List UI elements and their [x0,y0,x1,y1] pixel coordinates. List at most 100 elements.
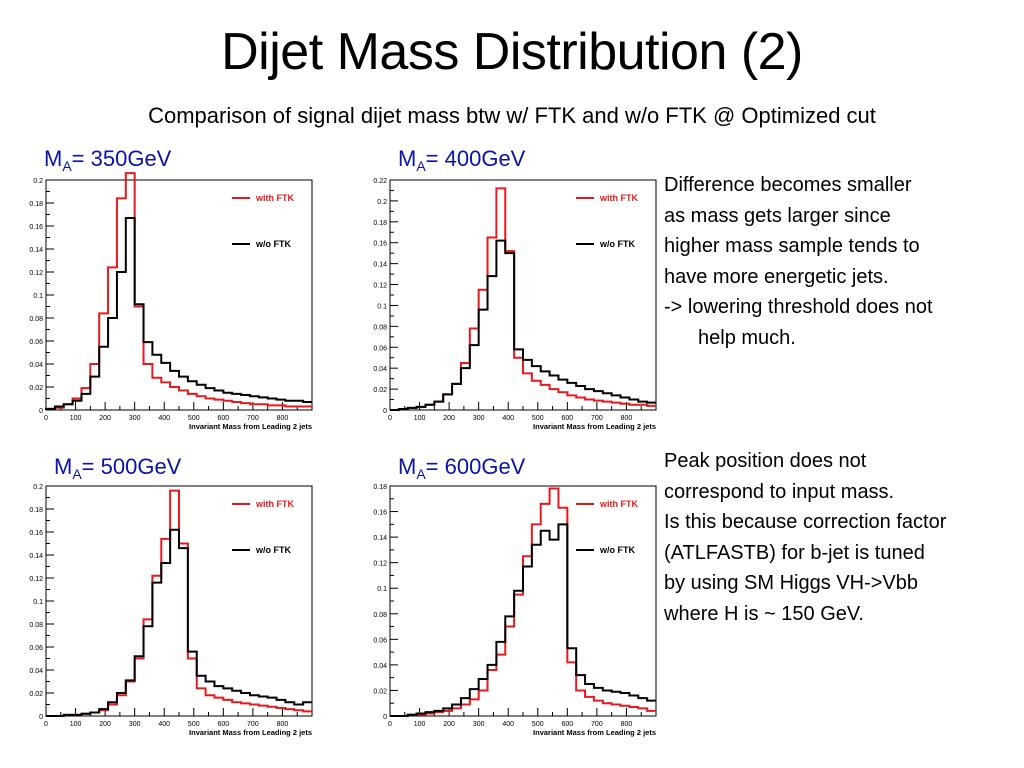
y-tick-label: 0.12 [373,283,387,290]
histogram-series-without-ftk [45,216,312,410]
x-tick-label: 700 [591,721,603,728]
note-line: have more energetic jets. [664,265,889,288]
y-tick-label: 0.22 [373,178,387,185]
x-tick-label: 100 [70,415,82,422]
x-tick-label: 500 [188,721,200,728]
x-tick-label: 100 [414,415,426,422]
y-tick-label: 0.16 [373,241,387,248]
y-tick-label: 0.18 [29,507,43,514]
x-tick-label: 600 [561,415,573,422]
notes-block-2: Peak position does not correspond to inp… [664,446,946,629]
y-tick-label: 0.2 [33,484,43,491]
note-line: by using SM Higgs VH->Vbb [664,572,919,594]
x-axis-label: Invariant Mass from Leading 2 jets [533,422,656,431]
y-tick-label: 0.04 [373,366,387,373]
y-tick-label: 0.14 [29,553,43,560]
legend-label: w/o FTK [255,239,291,249]
note-line: help much. [698,326,796,349]
y-tick-label: 0.18 [29,201,43,208]
y-tick-label: 0.14 [373,535,387,542]
y-tick-label: 0.12 [29,576,43,583]
note-line: Peak position does not [664,450,867,472]
histogram-chart-350: 0 0.02 0.04 0.06 0.08 0.1 0.12 0.14 0.16 0.18 0.2 0… [29,172,313,431]
note-line: where H is ~ 150 GeV. [664,602,864,625]
plot-title-prefix: M [54,454,73,479]
y-tick-label: 0.04 [373,663,387,670]
page-title: Dijet Mass Distribution (2) [221,23,803,81]
x-tick-label: 0 [44,721,48,728]
note-line: -> lowering threshold does not [664,296,933,318]
y-tick-label: 0.18 [373,220,387,227]
plot-frame [389,179,657,411]
x-tick-label: 400 [158,415,170,422]
y-tick-label: 0.08 [373,612,387,619]
x-tick-label: 600 [217,415,229,422]
x-tick-label: 700 [247,415,259,422]
x-tick-label: 800 [621,721,633,728]
x-axis-label: Invariant Mass from Leading 2 jets [533,728,656,737]
histogram-series-without-ftk [46,528,312,717]
x-tick-label: 600 [561,721,573,728]
x-tick-label: 200 [99,415,111,422]
y-tick-label: 0.16 [29,224,43,231]
x-tick-label: 400 [502,415,514,422]
y-tick-label: 0.2 [33,178,43,185]
note-line: Is this because correction factor [664,511,947,533]
plot-title-prefix: M [398,146,417,171]
y-tick-label: 0.1 [33,599,43,606]
y-tick-label: 0.08 [29,316,43,323]
plot-title-subscript: A [62,158,72,174]
y-tick-label: 0.02 [29,691,43,698]
histogram-series-with-ftk [45,172,312,410]
plot-title-suffix: = 500GeV [81,454,182,479]
y-tick-label: 0.06 [29,645,43,652]
x-tick-label: 300 [473,415,485,422]
y-tick-label: 0.02 [373,387,387,394]
plot-title-400: MA= 400GeV [398,146,525,174]
plot-title-subscript: A [416,158,426,174]
plot-title-subscript: A [416,466,426,482]
legend-label: with FTK [599,193,638,203]
y-tick-label: 0 [383,714,387,721]
legend-label: with FTK [599,499,638,509]
x-tick-label: 200 [443,415,455,422]
x-tick-label: 0 [388,721,392,728]
legend-label: with FTK [255,499,294,509]
y-tick-label: 0.2 [377,199,387,206]
x-tick-label: 200 [99,721,111,728]
x-tick-label: 500 [188,415,200,422]
y-tick-label: 0.12 [373,561,387,568]
note-line: Difference becomes smaller [664,174,912,196]
y-tick-label: 0.16 [29,530,43,537]
x-tick-label: 300 [129,415,141,422]
y-tick-label: 0.08 [373,324,387,331]
y-tick-label: 0.16 [373,510,387,517]
y-tick-label: 0 [383,408,387,415]
histogram-series-without-ftk [390,239,656,411]
plot-title-prefix: M [44,146,63,171]
x-tick-label: 0 [388,415,392,422]
y-tick-label: 0.1 [377,586,387,593]
x-tick-label: 400 [502,721,514,728]
x-tick-label: 600 [217,721,229,728]
y-tick-label: 0.1 [33,293,43,300]
histogram-chart-600: 0 0.02 0.04 0.06 0.08 0.1 0.12 0.14 0.16 0.18 0 100… [373,484,657,737]
y-tick-label: 0.06 [373,345,387,352]
legend-label: w/o FTK [599,545,635,555]
histogram-chart-400: 0 0.02 0.04 0.06 0.08 0.1 0.12 0.14 0.16 0.18 0.2 0… [373,178,657,431]
y-tick-label: 0.08 [29,622,43,629]
legend-label: with FTK [255,193,294,203]
histogram-series-without-ftk [390,523,656,717]
x-tick-label: 800 [621,415,633,422]
x-axis-label: Invariant Mass from Leading 2 jets [189,422,312,431]
plot-title-prefix: M [398,454,417,479]
note-line: higher mass sample tends to [664,235,920,257]
y-tick-label: 0 [39,714,43,721]
y-tick-label: 0.04 [29,362,43,369]
y-tick-label: 0.04 [29,668,43,675]
plot-title-suffix: = 600GeV [425,454,526,479]
x-tick-label: 300 [473,721,485,728]
note-line: (ATLFASTB) for b-jet is tuned [664,541,925,564]
y-tick-label: 0.02 [373,688,387,695]
x-tick-label: 800 [277,721,289,728]
